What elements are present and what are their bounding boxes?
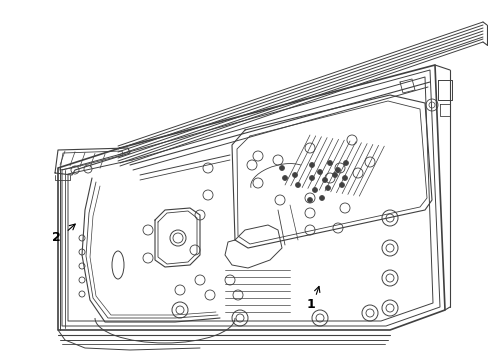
Text: 2: 2 <box>52 231 61 244</box>
Circle shape <box>327 161 332 166</box>
Circle shape <box>295 183 300 188</box>
Circle shape <box>282 176 287 180</box>
Circle shape <box>343 161 348 166</box>
Circle shape <box>342 176 347 180</box>
Circle shape <box>317 170 322 175</box>
Circle shape <box>292 172 297 177</box>
Circle shape <box>339 183 344 188</box>
Circle shape <box>325 185 330 190</box>
Circle shape <box>335 167 340 172</box>
Circle shape <box>322 177 327 183</box>
Circle shape <box>279 166 284 171</box>
Text: 1: 1 <box>305 298 314 311</box>
Circle shape <box>309 176 314 180</box>
Circle shape <box>307 198 312 202</box>
Circle shape <box>312 188 317 193</box>
Circle shape <box>319 195 324 201</box>
Circle shape <box>332 172 337 177</box>
Circle shape <box>309 162 314 167</box>
